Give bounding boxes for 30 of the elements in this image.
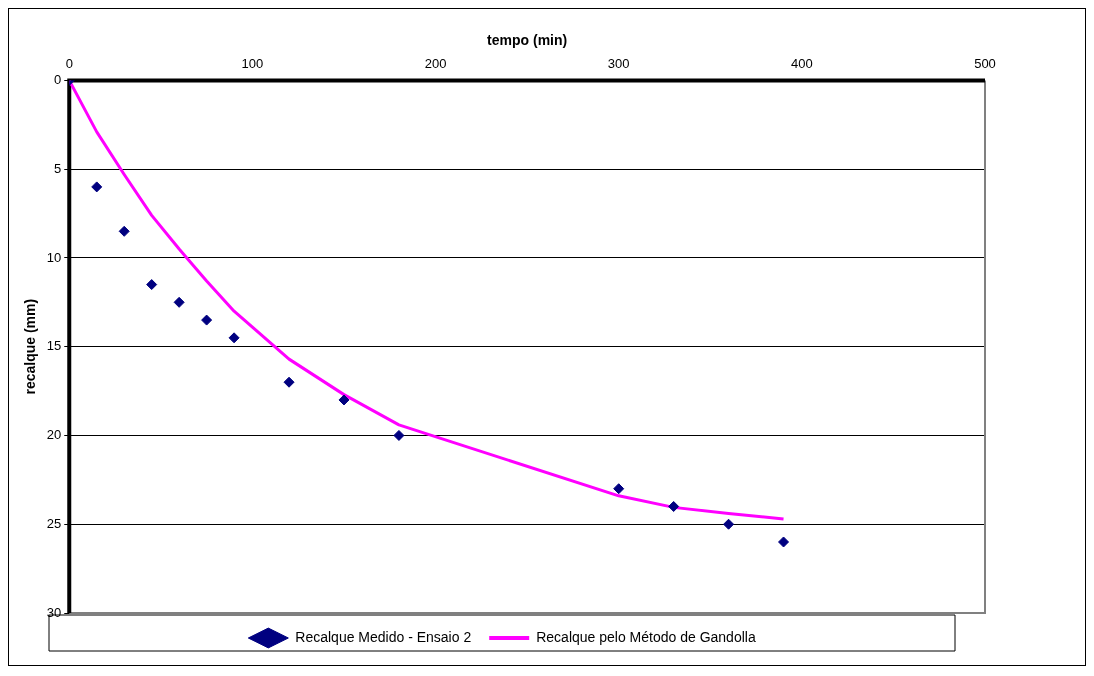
- point: [201, 314, 213, 326]
- y-tick-label: 5: [54, 160, 62, 176]
- x-axis-title: tempo (min): [487, 32, 568, 49]
- point: [393, 429, 405, 441]
- x-tick-label: 100: [241, 56, 264, 72]
- y-axis-title: recalque (mm): [22, 298, 39, 395]
- x-tick-label: 300: [607, 56, 630, 72]
- y-tick-label: 20: [46, 427, 62, 443]
- point: [173, 296, 185, 308]
- point: [613, 483, 625, 495]
- legend-label: Recalque pelo Método de Gandolla: [536, 628, 756, 645]
- point: [668, 500, 680, 512]
- point: [778, 536, 790, 548]
- point: [146, 279, 158, 291]
- x-tick-label: 200: [424, 56, 447, 72]
- y-tick-label: 30: [46, 604, 62, 620]
- x-tick-label: 0: [65, 56, 73, 72]
- x-tick-label: 400: [791, 56, 813, 72]
- y-tick-label: 0: [54, 71, 62, 87]
- point: [91, 181, 103, 193]
- point: [723, 518, 735, 530]
- legend-label: Recalque Medido - Ensaio 2: [295, 628, 472, 645]
- point: [118, 225, 130, 237]
- y-tick-label: 25: [46, 515, 62, 531]
- x-tick-label: 500: [974, 56, 996, 72]
- y-tick-label: 15: [46, 338, 62, 354]
- point: [283, 376, 295, 388]
- point: [338, 394, 350, 406]
- y-tick-label: 10: [46, 249, 62, 265]
- point: [228, 332, 240, 344]
